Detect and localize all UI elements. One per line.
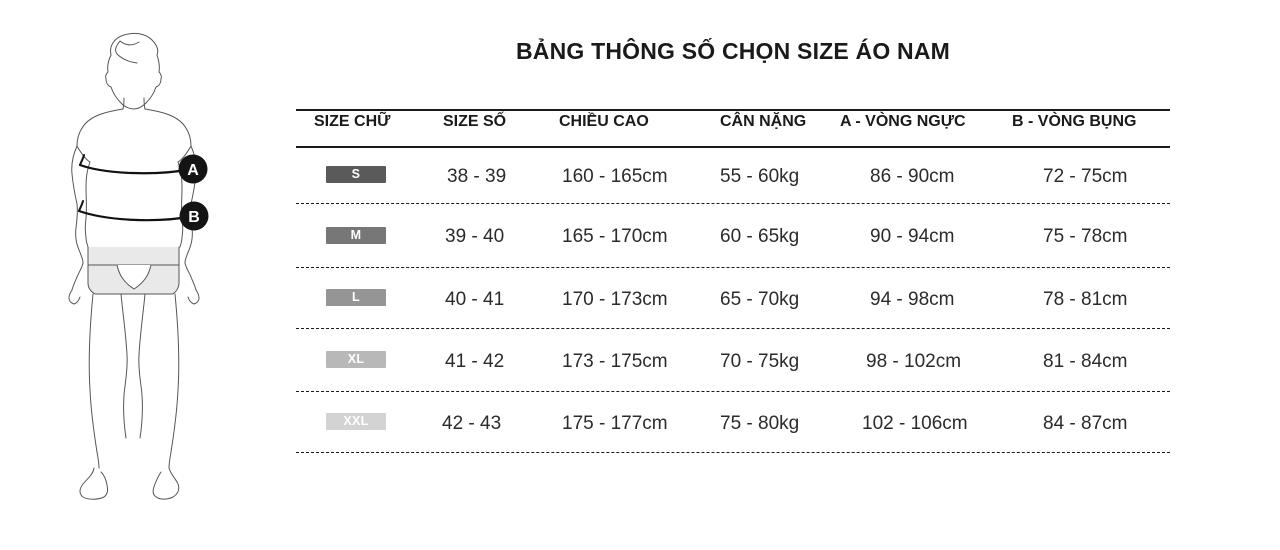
svg-text:A: A bbox=[187, 162, 199, 179]
svg-text:B: B bbox=[188, 209, 200, 226]
